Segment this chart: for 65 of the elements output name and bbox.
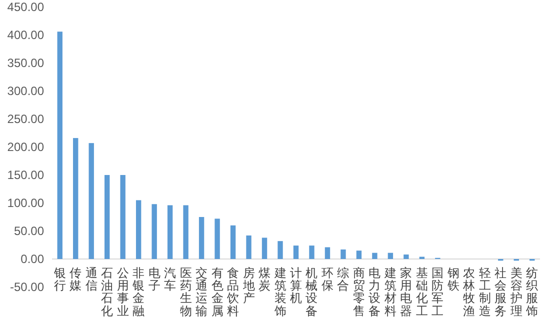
x-tick-label: 家用电器 <box>400 266 412 318</box>
bar <box>120 175 126 259</box>
bar <box>136 200 142 259</box>
bar <box>278 241 283 259</box>
x-tick-label: 电力设备 <box>368 266 381 318</box>
bar <box>198 217 204 259</box>
x-tick-label: 有色金属 <box>211 266 224 318</box>
x-tick-label: 机械设备 <box>306 266 318 318</box>
bar <box>293 246 299 259</box>
x-tick-label: 美容护理 <box>509 266 522 318</box>
y-tick-label: 300.00 <box>7 84 44 98</box>
x-tick-label: 商贸零售 <box>352 266 365 318</box>
bar <box>230 225 236 259</box>
y-tick-label: 50.00 <box>14 224 44 238</box>
x-tick-label: 电子 <box>148 266 160 293</box>
x-tick-label: 通信 <box>85 266 98 293</box>
bar <box>372 252 378 259</box>
x-tick-label: 综合 <box>337 266 350 293</box>
x-tick-label: 计算机 <box>290 266 302 306</box>
x-tick-label: 国防军工 <box>432 266 444 318</box>
bar <box>309 246 314 259</box>
bar <box>104 175 110 259</box>
y-tick-label: 350.00 <box>7 56 44 70</box>
x-tick-label: 石油石化 <box>101 266 114 318</box>
bar <box>167 205 173 259</box>
bar <box>262 238 268 259</box>
x-tick-label: 煤炭 <box>258 266 271 293</box>
bar <box>214 218 220 259</box>
x-tick-label: 农林牧渔 <box>462 266 476 318</box>
x-tick-label: 建筑材料 <box>383 266 396 318</box>
x-tick-label: 银行 <box>52 266 66 293</box>
bar <box>57 32 62 259</box>
x-tick-label: 轻工制造 <box>478 266 491 318</box>
x-tick-label: 钢铁 <box>446 266 460 293</box>
y-tick-label: 0.00 <box>20 252 44 266</box>
y-tick-label: 450.00 <box>7 0 44 14</box>
bar <box>73 138 78 259</box>
bar <box>324 247 330 259</box>
bar <box>356 250 362 259</box>
x-tick-label: 食品饮料 <box>226 266 240 318</box>
x-tick-label: 公用事业 <box>116 266 129 318</box>
bar <box>340 249 346 259</box>
bar <box>246 235 252 259</box>
x-tick-label: 基础化工 <box>414 266 428 318</box>
y-tick-label: 100.00 <box>7 196 44 210</box>
y-tick-label: -50.00 <box>10 280 44 294</box>
y-tick-label: 400.00 <box>7 28 44 42</box>
bar <box>152 204 157 259</box>
y-tick-label: 200.00 <box>7 140 44 154</box>
x-tick-label: 社会服务 <box>494 266 507 318</box>
bar <box>388 252 394 259</box>
y-tick-label: 150.00 <box>7 168 44 182</box>
x-tick-label: 房地产 <box>242 266 255 306</box>
x-tick-label: 汽车 <box>164 266 176 293</box>
x-tick-label: 交通运输 <box>196 266 208 318</box>
x-tick-label: 环保 <box>321 266 334 293</box>
x-tick-label: 传媒 <box>70 266 82 293</box>
bar <box>88 143 94 259</box>
y-tick-label: 250.00 <box>7 112 44 126</box>
bar <box>404 254 409 259</box>
bar <box>183 205 188 259</box>
x-tick-label: 非银金融 <box>132 266 145 318</box>
x-tick-label: 医药生物 <box>180 266 192 318</box>
x-tick-label: 建筑装饰 <box>273 266 286 318</box>
x-tick-label: 纺织服饰 <box>525 266 538 318</box>
